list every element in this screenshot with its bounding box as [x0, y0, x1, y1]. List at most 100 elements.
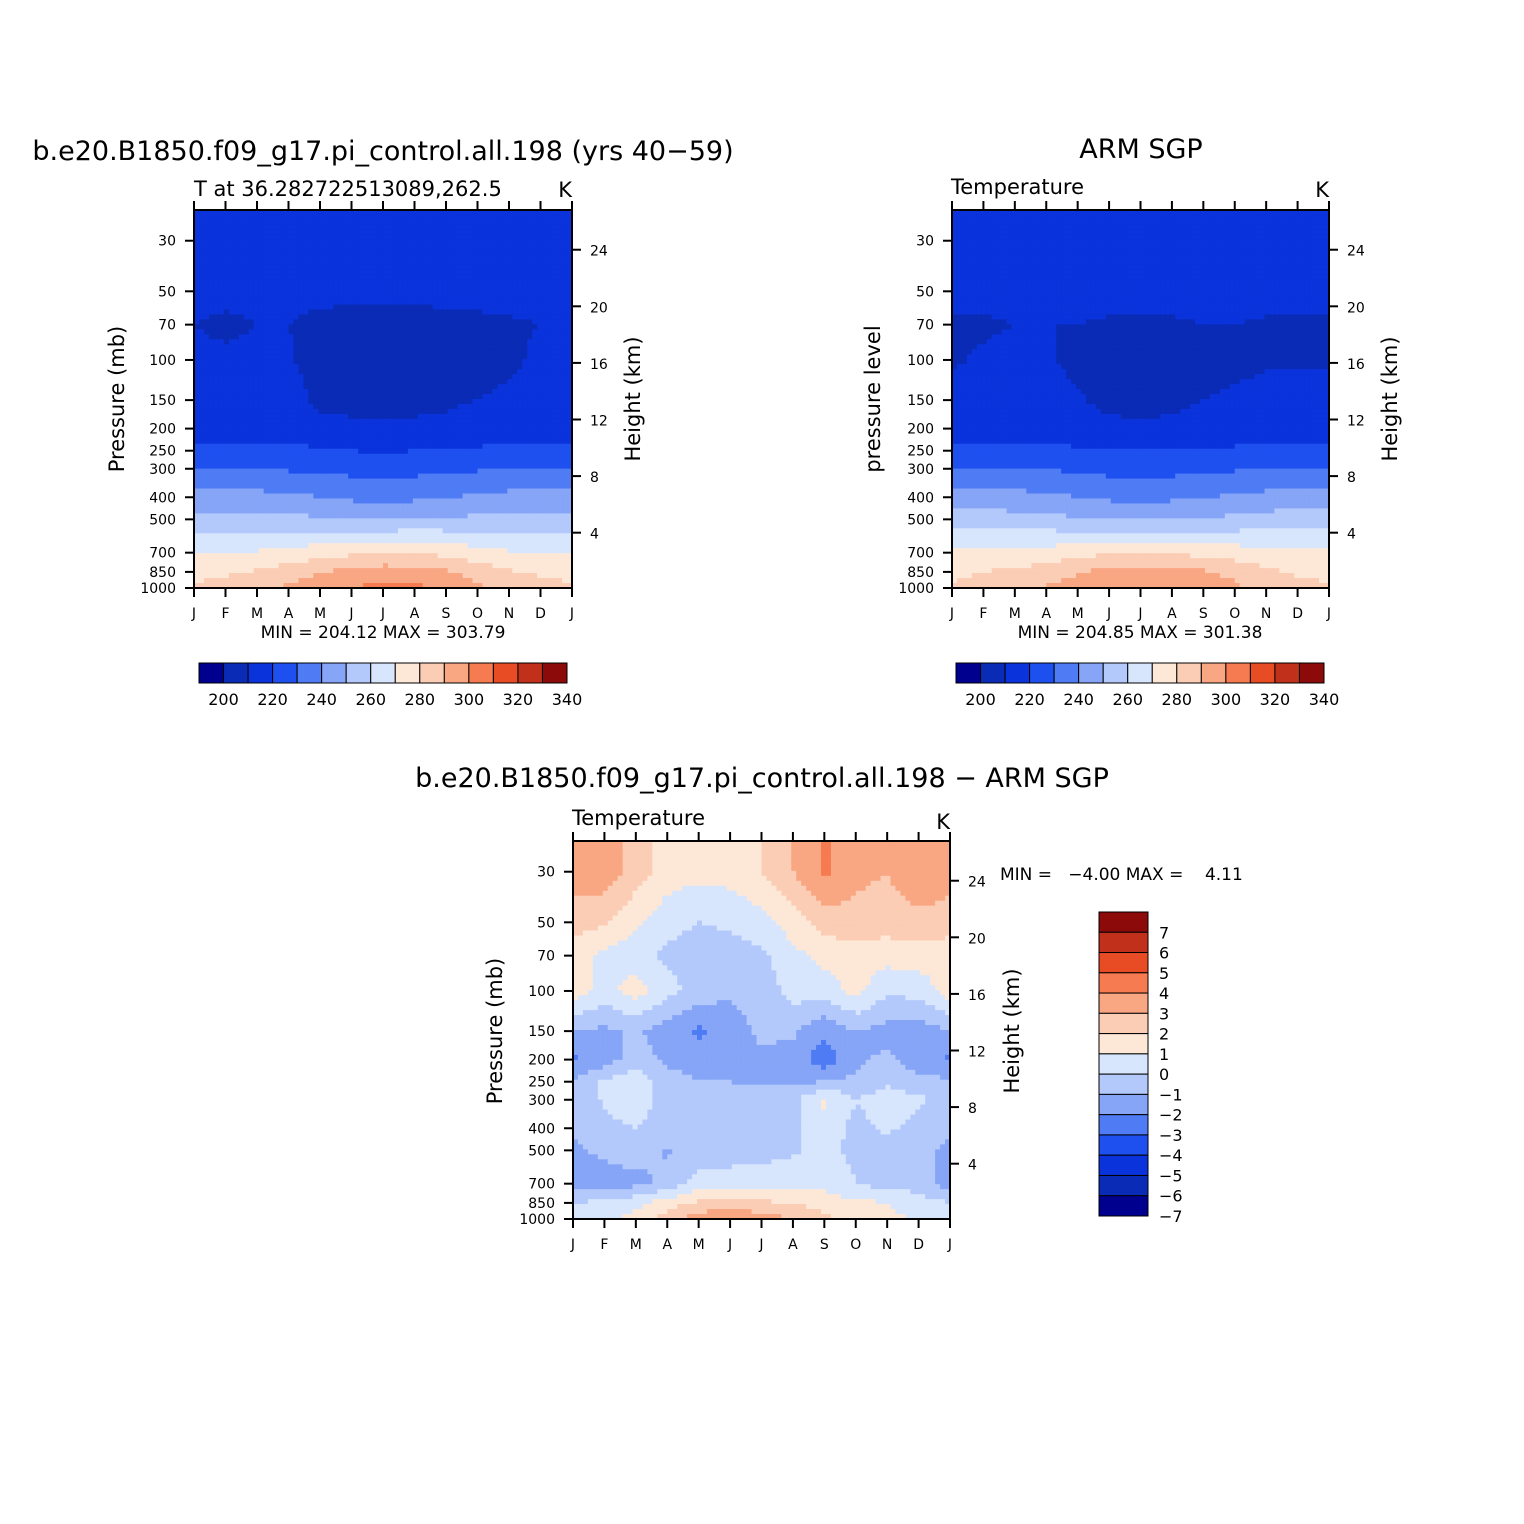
heatmap-cell	[477, 299, 484, 306]
heatmap-cell	[512, 433, 518, 440]
heatmap-cell	[253, 289, 260, 296]
heatmap-cell	[492, 274, 498, 281]
heatmap-cell	[203, 503, 210, 510]
heatmap-cell	[348, 433, 354, 440]
heatmap-cell	[318, 349, 324, 355]
heatmap-cell	[213, 219, 220, 226]
heatmap-cell	[402, 364, 409, 370]
heatmap-cell	[308, 214, 314, 221]
heatmap-cell	[273, 423, 280, 430]
heatmap-cell	[303, 513, 309, 519]
heatmap-cell	[432, 379, 439, 385]
heatmap-cell	[567, 284, 572, 291]
heatmap-cell	[333, 408, 339, 415]
heatmap-cell	[253, 389, 260, 395]
heatmap-cell	[358, 309, 364, 316]
heatmap-cell	[248, 309, 255, 316]
heatmap-cell	[203, 334, 210, 340]
heatmap-cell	[447, 443, 454, 450]
heatmap-cell	[467, 354, 474, 360]
heatmap-cell	[387, 319, 394, 325]
heatmap-cell	[368, 219, 374, 226]
heatmap-cell	[263, 508, 270, 514]
heatmap-cell	[308, 349, 314, 355]
heatmap-cell	[318, 473, 324, 480]
heatmap-cell	[208, 473, 215, 480]
heatmap-cell	[427, 304, 434, 311]
heatmap-cell	[248, 374, 255, 380]
heatmap-cell	[397, 448, 404, 455]
heatmap-cell	[457, 294, 464, 301]
heatmap-cell	[527, 289, 533, 296]
heatmap-cell	[373, 249, 379, 256]
heatmap-cell	[298, 334, 305, 340]
heatmap-cell	[363, 309, 369, 316]
heatmap-cell	[462, 503, 469, 510]
heatmap-cell	[437, 433, 444, 440]
heatmap-cell	[338, 324, 344, 330]
heatmap-cell	[562, 458, 568, 465]
heatmap-cell	[238, 413, 245, 420]
heatmap-cell	[273, 249, 280, 256]
heatmap-cell	[427, 349, 434, 355]
heatmap-cell	[258, 239, 265, 246]
heatmap-cell	[328, 264, 334, 271]
heatmap-cell	[517, 374, 523, 380]
heatmap-cell	[373, 239, 379, 246]
heatmap-cell	[517, 428, 523, 435]
heatmap-cell	[338, 508, 344, 514]
heatmap-cell	[567, 433, 572, 440]
heatmap-cell	[213, 309, 220, 316]
heatmap-cell	[263, 448, 270, 455]
heatmap-cell	[477, 319, 484, 325]
heatmap-cell	[213, 339, 220, 345]
heatmap-cell	[288, 294, 295, 301]
heatmap-cell	[492, 399, 498, 405]
heatmap-cell	[273, 453, 280, 460]
heatmap-cell	[213, 249, 220, 256]
heatmap-cell	[497, 403, 503, 410]
heatmap-cell	[567, 374, 572, 380]
heatmap-cell	[373, 299, 379, 306]
heatmap-cell	[298, 354, 305, 360]
heatmap-cell	[537, 399, 543, 405]
heatmap-cell	[517, 399, 523, 405]
heatmap-cell	[313, 523, 319, 529]
heatmap-cell	[263, 269, 270, 276]
heatmap-cell	[407, 359, 414, 365]
heatmap-cell	[278, 279, 285, 286]
heatmap-cell	[258, 249, 265, 256]
heatmap-cell	[422, 374, 429, 380]
heatmap-cell	[422, 389, 429, 395]
heatmap-cell	[522, 458, 528, 465]
heatmap-cell	[467, 384, 474, 390]
heatmap-cell	[373, 478, 379, 485]
heatmap-cell	[387, 284, 394, 291]
heatmap-cell	[283, 403, 290, 410]
heatmap-cell	[208, 289, 215, 296]
heatmap-cell	[532, 423, 538, 430]
heatmap-cell	[442, 239, 449, 246]
heatmap-cell	[437, 513, 444, 519]
heatmap-cell	[562, 523, 568, 529]
heatmap-cell	[243, 483, 250, 490]
heatmap-cell	[532, 473, 538, 480]
heatmap-cell	[233, 224, 240, 231]
heatmap-cell	[223, 518, 230, 524]
heatmap-cell	[278, 284, 285, 291]
heatmap-cell	[273, 279, 280, 286]
heatmap-cell	[407, 329, 414, 335]
heatmap-cell	[547, 369, 553, 375]
heatmap-cell	[477, 493, 484, 500]
heatmap-cell	[417, 349, 424, 355]
heatmap-cell	[303, 394, 309, 400]
heatmap-cell	[263, 239, 270, 246]
heatmap-cell	[368, 528, 374, 534]
heatmap-cell	[283, 374, 290, 380]
heatmap-cell	[522, 508, 528, 514]
heatmap-cell	[303, 304, 309, 311]
heatmap-cell	[338, 369, 344, 375]
heatmap-cell	[223, 349, 230, 355]
heatmap-cell	[283, 364, 290, 370]
heatmap-cell	[218, 498, 225, 505]
